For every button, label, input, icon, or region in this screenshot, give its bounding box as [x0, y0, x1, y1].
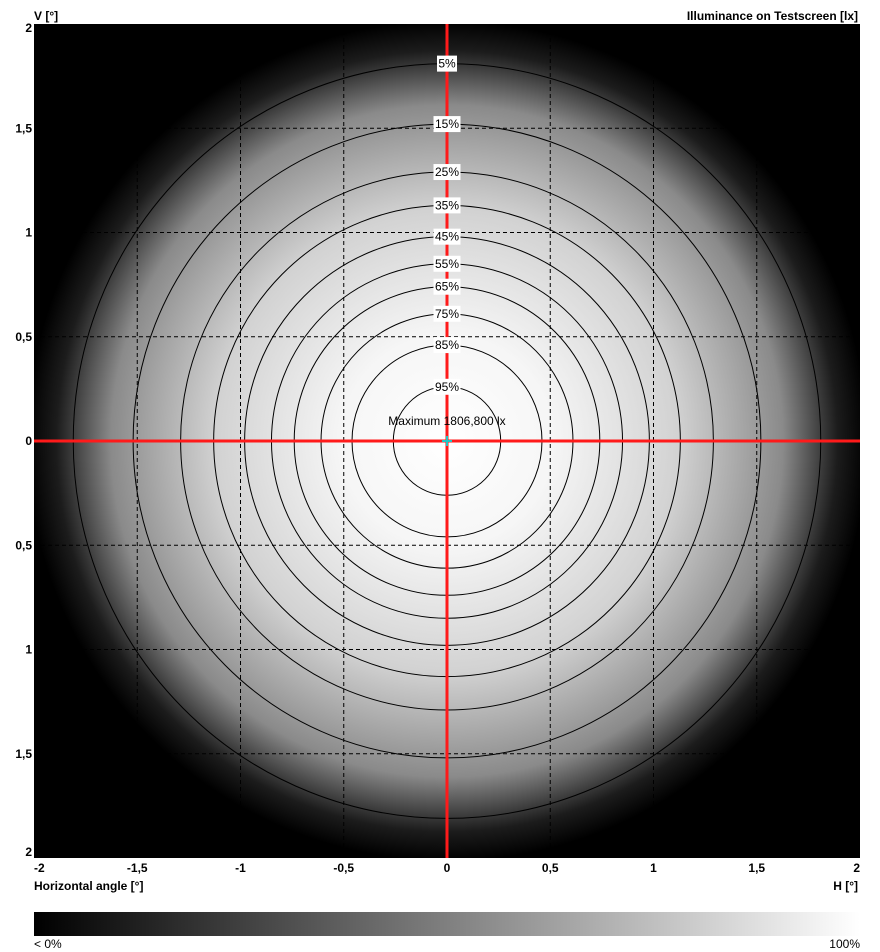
x-tick-label: 2 [853, 861, 860, 875]
contour-label-background [433, 197, 461, 214]
contour-label: 35% [435, 198, 459, 212]
contour-label-background [433, 378, 461, 395]
colorbar-max-label: 100% [829, 937, 860, 951]
contour-labels: 5% 15% 25% 35% 45% 55% 65% 75% 85% 95% [433, 55, 461, 395]
colorbar [34, 912, 860, 936]
x-tick-label: 0,5 [542, 861, 559, 875]
contour-label-background [433, 305, 461, 322]
y-tick-label: 1,5 [15, 747, 32, 761]
contour-label-background [433, 116, 461, 133]
x-tick-label: -0,5 [333, 861, 354, 875]
y-tick-label: 2 [25, 21, 32, 35]
x-tick-label: 0 [444, 861, 451, 875]
contour-label: 15% [435, 117, 459, 131]
colorbar-min-label: < 0% [34, 937, 62, 951]
x-tick-label: -2 [34, 861, 45, 875]
x-tick-label: 1 [650, 861, 657, 875]
maximum-marker [442, 436, 452, 446]
contour-label-background [433, 164, 461, 181]
y-tick-label: 1,5 [15, 121, 32, 135]
y-tick-label: 1 [25, 643, 32, 657]
contour-label: 65% [435, 280, 459, 294]
x-axis-end-label: H [°] [833, 879, 858, 893]
contour-label: 5% [438, 57, 456, 71]
chart-title: Illuminance on Testscreen [lx] [687, 9, 858, 23]
contour-label-background [433, 278, 461, 295]
contour-label: 25% [435, 165, 459, 179]
contour-label: 45% [435, 230, 459, 244]
contour-label-background [437, 55, 457, 72]
contour-label-background [433, 228, 461, 245]
y-tick-label: 0 [25, 434, 32, 448]
x-axis-label: Horizontal angle [°] [34, 879, 143, 893]
contour-label: 95% [435, 380, 459, 394]
contour-label-background [433, 337, 461, 354]
y-tick-labels: 2 1,5 1 0,5 0 0,5 1 1,5 2 [15, 21, 32, 859]
x-tick-label: -1,5 [127, 861, 148, 875]
contour-label-background [433, 255, 461, 272]
y-tick-label: 0,5 [15, 538, 32, 552]
x-tick-labels: -2 -1,5 -1 -0,5 0 0,5 1 1,5 2 [34, 861, 860, 875]
maximum-label: Maximum 1806,800 lx [388, 414, 505, 428]
y-tick-label: 0,5 [15, 330, 32, 344]
x-tick-label: 1,5 [748, 861, 765, 875]
y-tick-label: 1 [25, 226, 32, 240]
contour-label: 55% [435, 257, 459, 271]
contour-label: 85% [435, 338, 459, 352]
x-tick-label: -1 [235, 861, 246, 875]
y-tick-label: 2 [25, 845, 32, 859]
contour-label: 75% [435, 307, 459, 321]
y-axis-label: V [°] [34, 9, 58, 23]
